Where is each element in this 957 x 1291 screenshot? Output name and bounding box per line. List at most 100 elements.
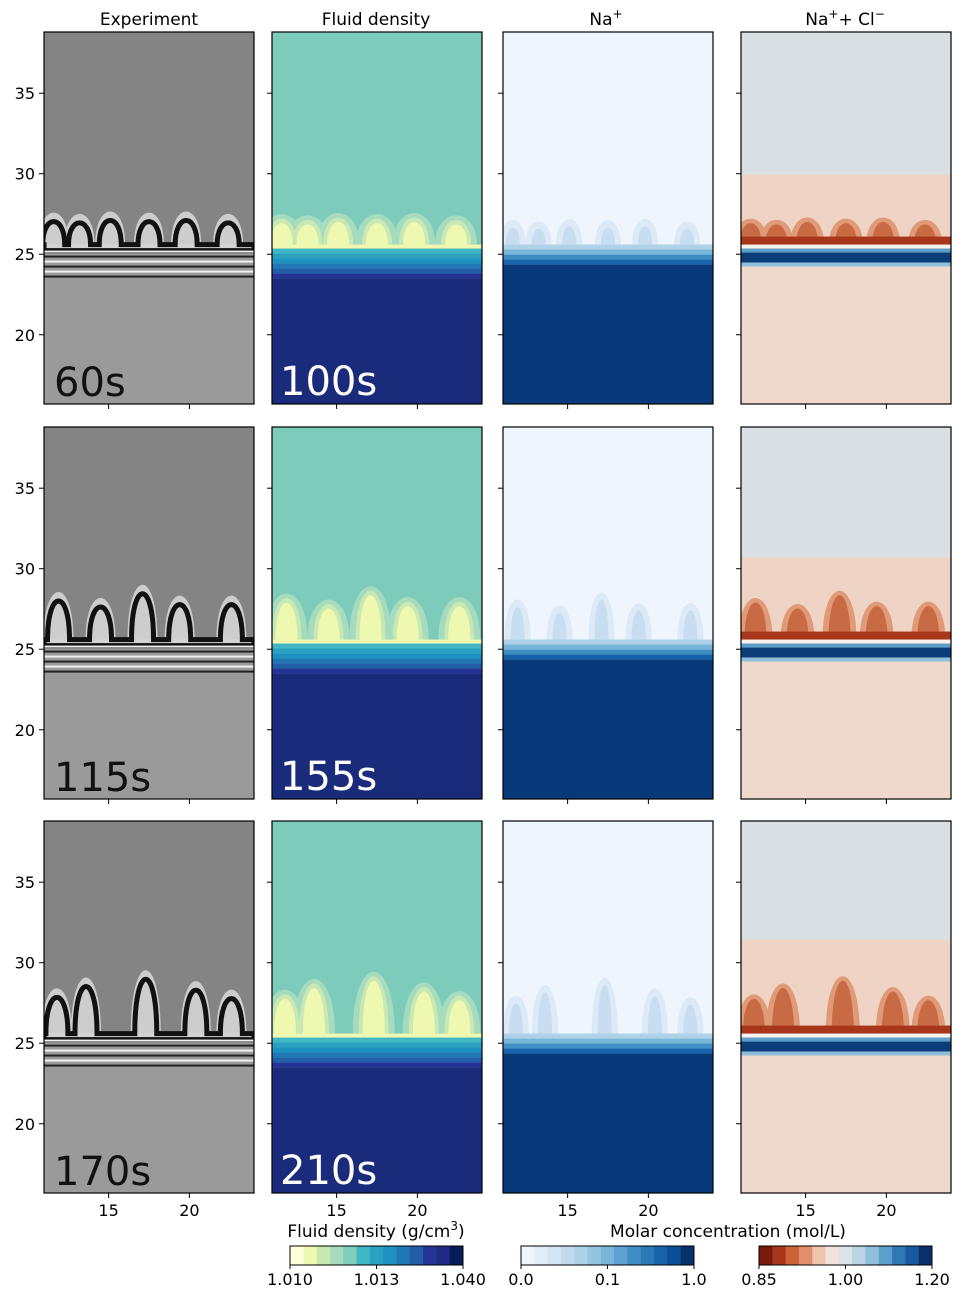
density-gradient-band — [272, 648, 482, 654]
nacl-white-band — [741, 639, 951, 644]
colorbar-segment — [878, 1246, 893, 1265]
column-titles: Experiment Fluid density Na+ Na++ Cl− — [100, 7, 885, 30]
nacl-blue-band-light — [741, 1037, 951, 1042]
nacl-blue-band — [741, 252, 951, 263]
density-gradient-band — [272, 1052, 482, 1058]
simulation-time-label: 155s — [280, 754, 377, 800]
panel-frame — [43, 31, 255, 405]
colorbar-segment — [409, 1246, 424, 1265]
na-gradient-band — [503, 649, 713, 655]
colorbar-segment — [534, 1246, 549, 1265]
colorbar-segment — [316, 1246, 331, 1265]
experiment-time-label: 115s — [54, 755, 151, 801]
colorbar-segment — [772, 1246, 787, 1265]
panel-r3-c2: 210s 15 20 — [267, 820, 483, 1220]
density-deep-layer — [272, 278, 482, 404]
colorbar-Blues: 0.0 0.1 1.0 — [508, 1245, 707, 1289]
experiment-time-label: 170s — [54, 1149, 151, 1195]
title-nacl-na-sup: + — [828, 7, 838, 21]
density-fingers — [272, 221, 482, 251]
colorbar-segment — [838, 1246, 853, 1265]
colorbar-label-concentration: Molar concentration (mol/L) — [610, 1222, 846, 1242]
experiment-stripe — [44, 260, 254, 263]
experiment-stripe — [44, 255, 254, 258]
panel-r2-c1: 115s 20 25 30 35 — [15, 426, 255, 804]
nacl-red-band — [741, 1025, 951, 1034]
density-label-close: ) — [458, 1222, 465, 1242]
colorbar-segment — [640, 1246, 655, 1265]
colorbar-segment — [614, 1246, 628, 1265]
colorbar-segment — [547, 1246, 562, 1265]
colorbar-RdBu: 0.85 1.00 1.20 — [741, 1245, 950, 1289]
y-tick-label: 25 — [15, 1034, 35, 1053]
colorbar-segment — [785, 1246, 800, 1265]
title-fluid-density: Fluid density — [322, 10, 431, 30]
nacl-blue-band-light — [741, 643, 951, 648]
nacl-white-band — [741, 1033, 951, 1038]
colorbar-segment — [290, 1246, 304, 1265]
na-gradient-band — [503, 1038, 713, 1044]
na-gradient-band — [503, 244, 713, 250]
colorbar-YlGnBu: 1.010 1.013 1.040 — [267, 1245, 486, 1289]
colorbars: Fluid density (g/cm3) Molar concentratio… — [267, 1219, 950, 1289]
nacl-lower-layer — [741, 266, 951, 404]
simulation-time-label: 100s — [280, 359, 377, 405]
experiment-fingers — [44, 591, 254, 649]
y-tick-label: 35 — [15, 873, 35, 892]
density-gradient-band — [272, 248, 482, 254]
colorbar-segment — [369, 1246, 384, 1265]
colorbar-segment — [865, 1246, 880, 1265]
density-gradient-band — [272, 1037, 482, 1043]
colorbar-tick-label: 1.00 — [828, 1270, 864, 1289]
panel-frame — [740, 820, 952, 1194]
nacl-blue-band — [741, 647, 951, 658]
y-tick-label: 30 — [15, 165, 35, 184]
nacl-blue-band — [741, 1041, 951, 1052]
experiment-stripe — [44, 665, 254, 668]
na-deep-layer — [503, 264, 713, 404]
experiment-stripe — [44, 1049, 254, 1052]
title-na-sup: + — [613, 7, 623, 21]
density-gradient-band — [272, 668, 482, 674]
na-fingers — [503, 599, 713, 646]
density-gradient-band — [272, 1062, 482, 1068]
density-deep-layer — [272, 1067, 482, 1193]
nacl-blue-band-fade — [741, 262, 951, 267]
experiment-plume — [44, 211, 254, 251]
na-gradient-band — [503, 639, 713, 645]
title-nacl: Na++ Cl− — [805, 7, 885, 30]
y-tick-label: 35 — [15, 84, 35, 103]
experiment-stripe — [44, 1039, 254, 1042]
panel-frame — [740, 31, 952, 405]
colorbar-label-density: Fluid density (g/cm3) — [287, 1219, 464, 1242]
panel-grid: 60s 20 25 30 35 100s 115s 20 25 30 35 155s 170s 20 25 3… — [15, 31, 952, 1220]
density-fingers — [272, 595, 482, 646]
density-deep-layer — [272, 673, 482, 799]
nacl-fingers — [741, 980, 951, 1040]
experiment-stripe — [44, 1064, 254, 1067]
panel-frame — [740, 426, 952, 800]
colorbar-tick-label: 1.013 — [354, 1270, 400, 1289]
colorbar-segment — [918, 1246, 933, 1265]
density-gradient-band — [272, 273, 482, 279]
experiment-stripe — [44, 650, 254, 653]
panel-r1-c1: 60s 20 25 30 35 — [15, 31, 255, 409]
density-gradient-band — [272, 1057, 482, 1063]
simulation-time-label: 210s — [280, 1148, 377, 1194]
na-fingers — [503, 985, 713, 1040]
y-tick-label: 20 — [15, 721, 35, 740]
y-tick-label: 35 — [15, 479, 35, 498]
experiment-stripe — [44, 1044, 254, 1047]
nacl-red-band — [741, 631, 951, 640]
colorbar-segment — [798, 1246, 813, 1265]
colorbar-segment — [852, 1246, 866, 1265]
colorbar-tick-label: 0.1 — [595, 1270, 620, 1289]
panel-r3-c4: 15 20 — [736, 820, 952, 1220]
nacl-lower-layer — [741, 661, 951, 799]
colorbar-tick-label: 0.0 — [508, 1270, 533, 1289]
x-tick-label: 20 — [179, 1201, 199, 1220]
y-tick-label: 20 — [15, 326, 35, 345]
nacl-lower-layer — [741, 1055, 951, 1193]
panel-frame — [502, 820, 714, 1194]
